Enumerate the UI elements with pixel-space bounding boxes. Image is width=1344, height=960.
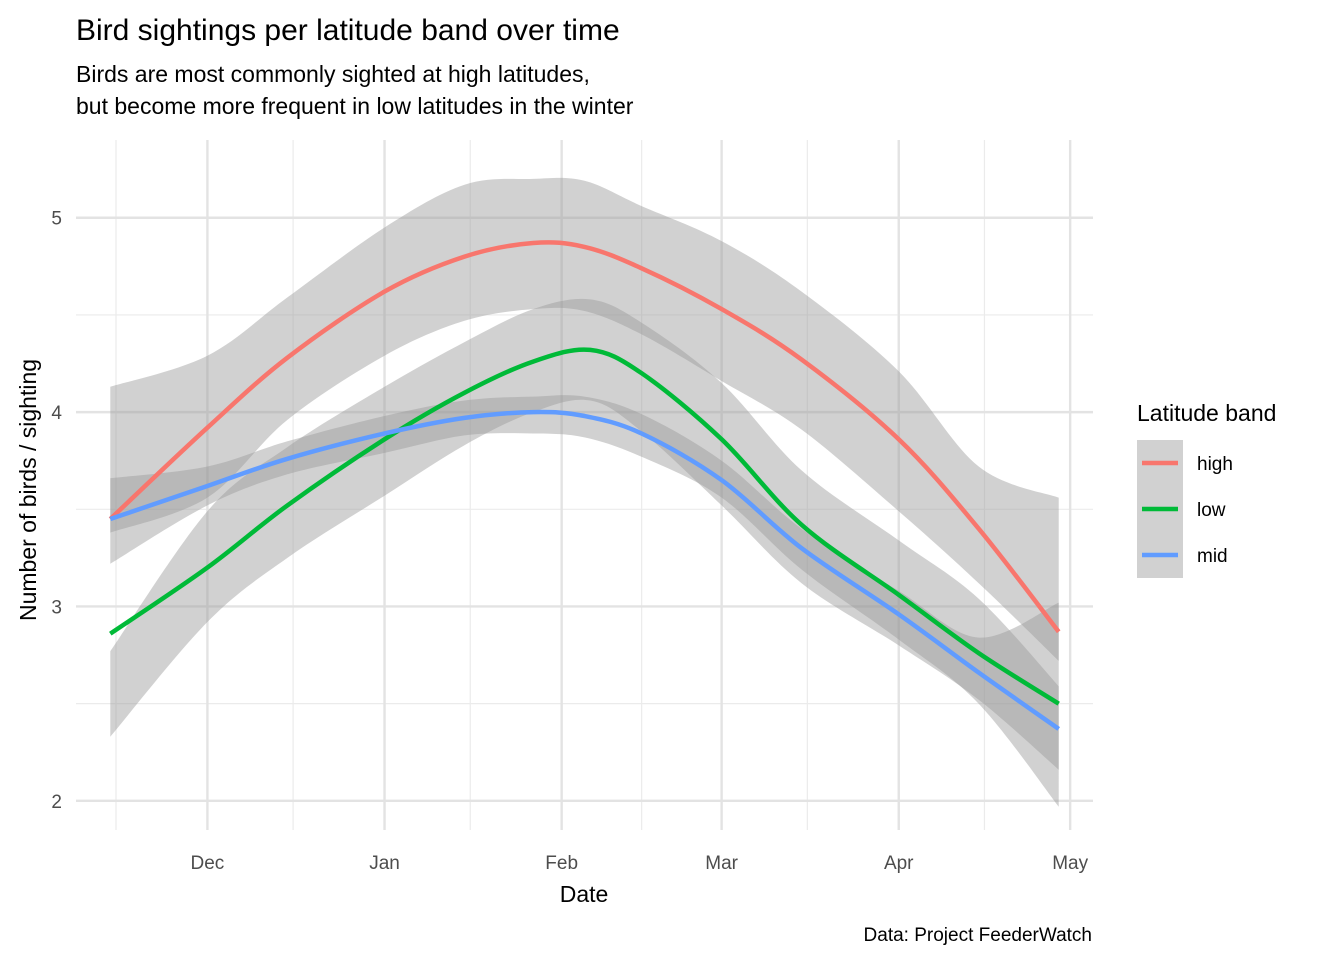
confidence-ribbons [110,177,1059,807]
y-axis-title: Number of birds / sighting [15,359,41,621]
chart-caption: Data: Project FeederWatch [864,925,1092,946]
chart-subtitle-line-1: Birds are most commonly sighted at high … [76,61,590,87]
ribbon-low [110,298,1059,770]
legend-title: Latitude band [1137,400,1276,426]
chart-subtitle-line-2: but become more frequent in low latitude… [76,93,634,119]
legend: Latitude band high low mid [1137,400,1276,578]
legend-label-high: high [1197,454,1233,475]
x-tick-label-4: Apr [884,853,914,874]
y-tick-label-2: 4 [51,403,62,424]
y-tick-label-0: 2 [51,792,62,813]
series-line-mid [109,409,1060,731]
y-tick-label-1: 3 [51,597,62,618]
ribbon-high [110,177,1059,661]
y-tick-label-3: 5 [51,209,62,230]
chart-title: Bird sightings per latitude band over ti… [76,14,620,47]
x-tick-label-2: Feb [545,853,578,874]
x-tick-label-1: Jan [369,853,400,874]
y-tick-labels: 2 3 4 5 [51,209,62,813]
series-line-low [109,347,1060,706]
legend-label-low: low [1197,500,1226,521]
legend-label-mid: mid [1197,546,1228,567]
legend-items: high low mid [1137,440,1233,578]
x-tick-label-0: Dec [191,853,225,874]
x-tick-label-5: May [1052,853,1088,874]
series-line-high [108,240,1061,634]
ribbon-mid [110,395,1059,807]
x-tick-labels: Dec Jan Feb Mar Apr May [191,853,1089,874]
x-axis-title: Date [560,881,609,907]
x-tick-label-3: Mar [705,853,738,874]
series-lines [108,240,1061,731]
